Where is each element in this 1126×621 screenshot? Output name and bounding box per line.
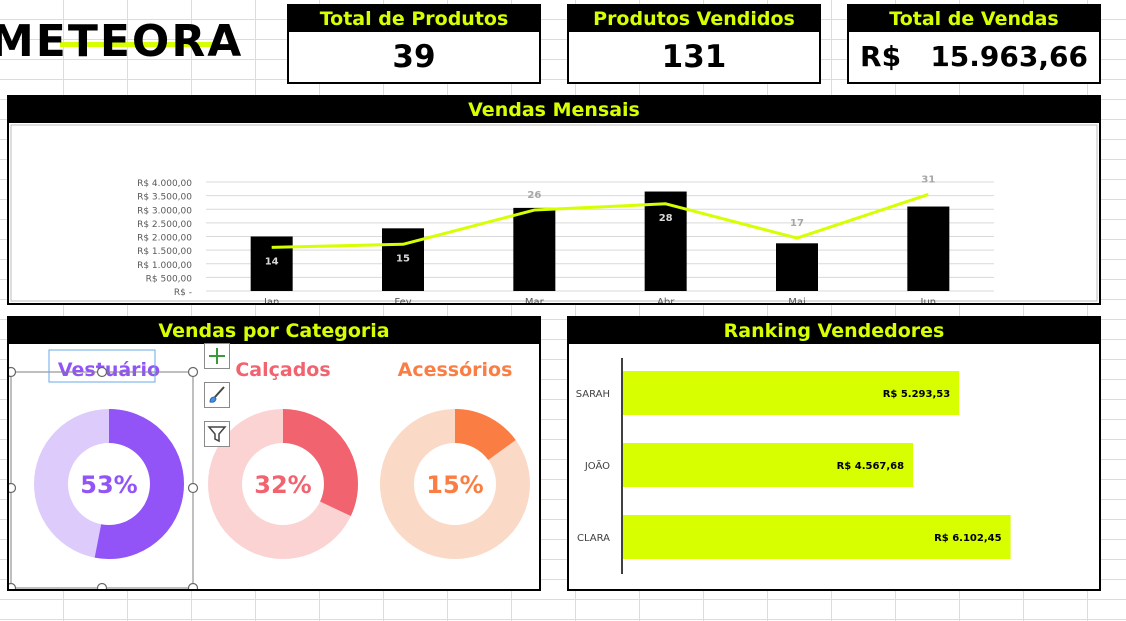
y-tick-label: R$ - [174, 288, 192, 298]
x-tick-label: Jun [920, 297, 937, 303]
seller-value-label: R$ 5.293,53 [883, 389, 951, 400]
line-data-label: 14 [265, 256, 279, 267]
seller-bar [623, 371, 960, 415]
seller-name: SARAH [576, 389, 610, 400]
resize-handle [9, 582, 17, 589]
brush-icon [209, 386, 225, 403]
bar-mai [776, 243, 818, 291]
bar-fev [382, 228, 424, 291]
monthly-sales-panel: Vendas Mensais R$ - R$ 500,00 R$ 1.000,00 R… [7, 95, 1101, 305]
kpi-total-vendas: Total de Vendas R$ 15.963,66 [847, 4, 1101, 84]
x-tick-label: Mar [525, 297, 545, 303]
line-data-label: 17 [790, 218, 804, 229]
y-tick-label: R$ 3.500,00 [137, 193, 192, 203]
category-name: Vestuário [58, 359, 160, 381]
panel-title: Vendas por Categoria [9, 318, 539, 344]
category-name: Acessórios [398, 359, 513, 381]
resize-handle [96, 366, 108, 378]
seller-value-label: R$ 6.102,45 [934, 533, 1002, 544]
y-tick-label: R$ 500,00 [146, 274, 193, 284]
category-name: Calçados [235, 359, 330, 381]
category-percent: 53% [80, 471, 137, 499]
seller-bar [623, 443, 914, 487]
y-tick-label: R$ 4.000,00 [137, 179, 192, 189]
kpi-value: 39 [392, 39, 436, 75]
kpi-total-produtos: Total de Produtos 39 [287, 4, 541, 84]
plus-icon [209, 348, 225, 364]
line-data-label: 31 [921, 174, 935, 185]
filter-icon [207, 426, 227, 443]
line-data-label: 28 [659, 213, 673, 224]
line-data-label: 15 [396, 253, 410, 264]
resize-handle [96, 582, 108, 589]
units-line [271, 193, 929, 249]
chart-elements-button[interactable] [204, 343, 230, 369]
seller-ranking-panel: Ranking Vendedores SARAH R$ 5.293,53 JOÃO R… [567, 316, 1101, 591]
plot-frame [10, 124, 1098, 302]
donut-slice [34, 409, 184, 559]
y-tick-label: R$ 1.500,00 [137, 247, 192, 257]
resize-handle [9, 366, 17, 378]
chart-tools [204, 343, 232, 460]
y-tick-label: R$ 2.500,00 [137, 220, 192, 230]
bar-jun [907, 206, 950, 291]
monthly-sales-chart[interactable]: R$ - R$ 500,00 R$ 1.000,00 R$ 1.500,00 R$ 2.… [9, 123, 1099, 303]
kpi-title: Total de Produtos [289, 6, 539, 32]
resize-handle [187, 482, 199, 494]
resize-handle [9, 482, 17, 494]
bar-mar [513, 207, 556, 291]
panel-title: Ranking Vendedores [569, 318, 1099, 344]
y-tick-label: R$ 1.000,00 [137, 261, 192, 271]
resize-handle [187, 582, 199, 589]
x-tick-label: Fev [394, 297, 411, 303]
x-tick-label: Mai [788, 297, 806, 303]
y-tick-label: R$ 2.000,00 [137, 234, 192, 244]
chart-styles-button[interactable] [204, 382, 230, 408]
line-data-label: 26 [527, 190, 541, 201]
kpi-produtos-vendidos: Produtos Vendidos 131 [567, 4, 821, 84]
x-tick-label: Jan [263, 297, 279, 303]
category-donuts[interactable]: Vestuário 53% Calçados 32% Acessórios 15% [9, 344, 539, 589]
chart-filters-button[interactable] [204, 421, 230, 447]
kpi-title: Total de Vendas [849, 6, 1099, 32]
x-tick-label: Abr [657, 297, 675, 303]
kpi-title: Produtos Vendidos [569, 6, 819, 32]
seller-value-label: R$ 4.567,68 [837, 461, 905, 472]
kpi-value: R$ 15.963,66 [860, 40, 1088, 73]
category-sales-panel: Vendas por Categoria Vestuário 53% Calçado… [7, 316, 541, 591]
brand-logo: METEORA [0, 6, 282, 76]
category-percent: 32% [254, 471, 311, 499]
donut-slice [208, 409, 358, 559]
resize-handle [187, 366, 199, 378]
seller-bar [623, 515, 1011, 559]
seller-name: JOÃO [584, 459, 610, 472]
logo-text: METEORA [0, 16, 243, 67]
seller-ranking-chart[interactable]: SARAH R$ 5.293,53 JOÃO R$ 4.567,68 CLARA R$ 6… [569, 344, 1099, 589]
panel-title: Vendas Mensais [9, 97, 1099, 123]
y-tick-label: R$ 3.000,00 [137, 206, 192, 216]
kpi-value: 131 [661, 39, 727, 75]
donut-slice [380, 409, 530, 559]
title-selection-box [48, 349, 156, 383]
category-percent: 15% [426, 471, 483, 499]
logo-accent-stripe [60, 42, 215, 47]
seller-name: CLARA [577, 533, 610, 544]
